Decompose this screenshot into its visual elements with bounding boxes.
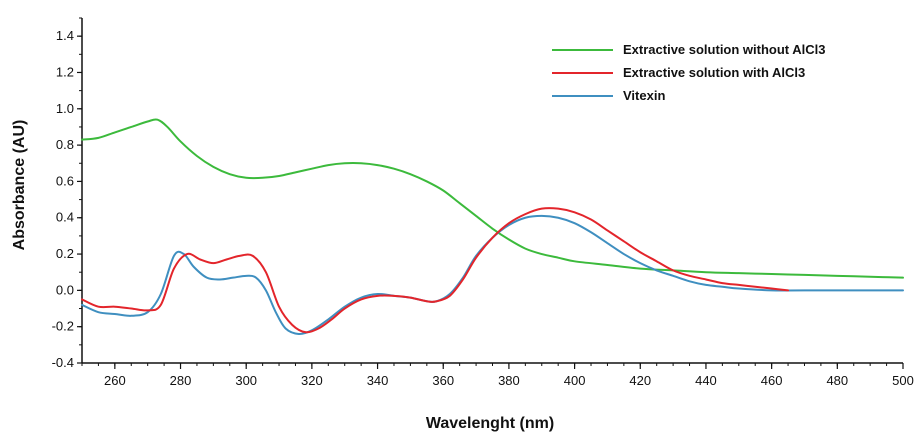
y-tick-label: -0.4 [52,355,74,370]
legend-label-vitexin: Vitexin [623,88,665,103]
y-tick-label: -0.2 [52,319,74,334]
x-tick-label: 320 [301,373,323,388]
y-tick-label: 1.4 [56,28,74,43]
x-tick-label: 300 [235,373,257,388]
x-tick-label: 360 [432,373,454,388]
y-tick-label: 1.2 [56,64,74,79]
x-tick-label: 500 [892,373,914,388]
x-tick-label: 260 [104,373,126,388]
y-tick-label: 0.2 [56,246,74,261]
legend: Extractive solution without AlCl3 Extract… [552,42,825,103]
x-tick-label: 420 [629,373,651,388]
y-axis-title: Absorbance (AU) [11,120,28,251]
y-tick-label: 0.8 [56,137,74,152]
x-tick-label: 380 [498,373,520,388]
y-tick-label: 0.0 [56,282,74,297]
y-tick-label: 0.6 [56,173,74,188]
x-tick-label: 440 [695,373,717,388]
data-series [81,118,904,335]
series-line-extractive-solution-without-alcl3 [81,118,904,279]
x-tick-label: 340 [367,373,389,388]
y-tick-label: 0.4 [56,210,74,225]
x-tick-label: 400 [564,373,586,388]
ticks: -0.4 -0.2 0.0 0.2 0.4 0.6 0.8 1.0 1.2 1.4 260 280 30… [52,17,914,388]
legend-label-extractive-solution-without-alcl3: Extractive solution without AlCl3 [623,42,825,57]
x-tick-label: 280 [170,373,192,388]
x-tick-label: 480 [826,373,848,388]
y-tick-label: 1.0 [56,101,74,116]
series-line-extractive-solution-with-alcl3 [81,207,790,334]
x-tick-label: 460 [761,373,783,388]
x-axis-title: Wavelenght (nm) [426,415,554,432]
legend-label-extractive-solution-with-alcl3: Extractive solution with AlCl3 [623,65,805,80]
